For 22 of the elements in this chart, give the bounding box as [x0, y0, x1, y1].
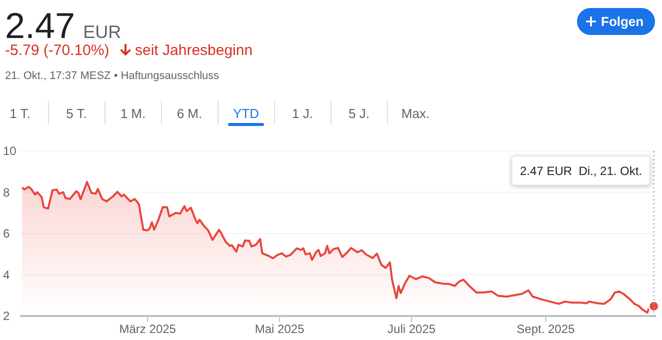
text: YTD	[233, 106, 259, 121]
y-tick-label: 8	[3, 185, 10, 200]
text: Max.	[401, 106, 430, 121]
chart-subtitle: -5.79 (-70.10%)	[5, 42, 110, 59]
y-tick-label: 10	[3, 144, 17, 158]
text: 1 J.	[292, 106, 313, 121]
y-tick-label: 2	[3, 309, 10, 324]
x-tick-label: Juli 2025	[388, 322, 436, 336]
text: 6 M.	[176, 106, 202, 121]
x-tick-label: Sept. 2025	[516, 322, 576, 336]
text: 1 T.	[10, 106, 30, 121]
y-tick-label: 4	[3, 268, 10, 282]
annotation: 2.47 EUR Di., 21. Okt.	[520, 164, 642, 178]
text: seit Jahresbeginn	[135, 42, 253, 59]
x-tick-label: Mai 2025	[254, 322, 305, 336]
text: Folgen	[601, 14, 644, 29]
x-tick-label: März 2025	[119, 322, 176, 336]
text: 21. Okt., 17:37 MESZ • Haftungsausschluss	[5, 70, 220, 82]
y-tick-label: 6	[3, 226, 10, 241]
text: 5 J.	[348, 106, 370, 121]
text: 5 T.	[66, 106, 87, 121]
text: 1 M.	[120, 106, 146, 121]
